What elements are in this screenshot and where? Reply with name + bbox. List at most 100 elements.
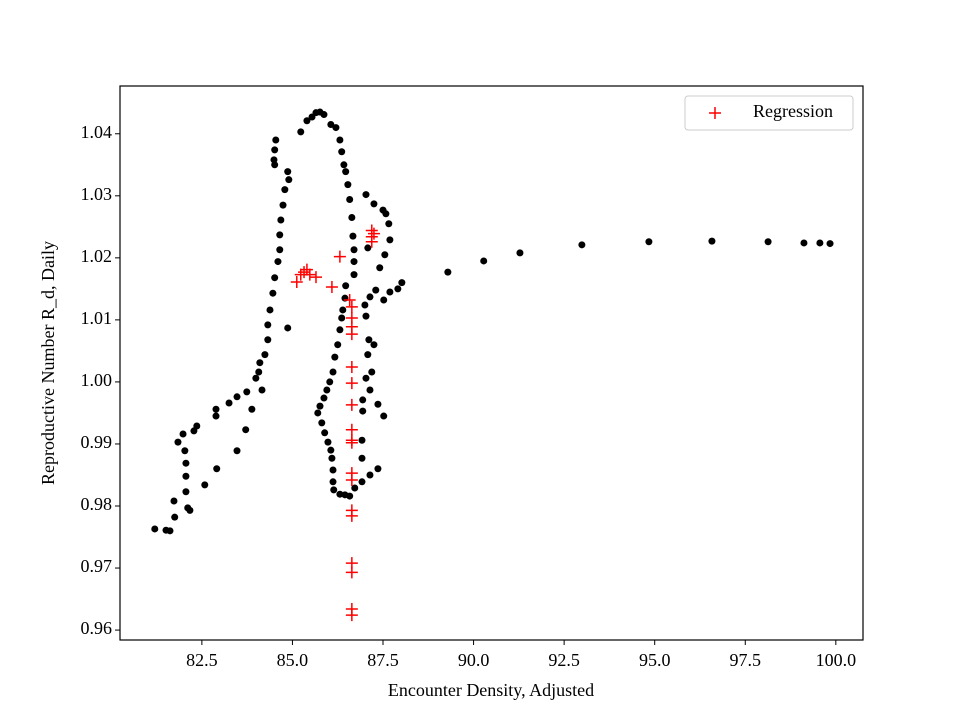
point (182, 488, 190, 496)
point (358, 454, 366, 462)
point (233, 393, 241, 401)
point (151, 525, 159, 533)
point (345, 328, 358, 341)
point (350, 258, 358, 266)
point (345, 398, 358, 411)
point (444, 268, 452, 276)
point (264, 336, 272, 344)
x-tick-label: 97.5 (730, 650, 762, 670)
point (480, 257, 488, 265)
point (264, 321, 272, 329)
point (366, 293, 374, 301)
point (345, 300, 358, 313)
point (298, 266, 311, 279)
point (386, 288, 394, 296)
point (303, 117, 311, 125)
point (364, 351, 372, 359)
point (394, 285, 402, 293)
point (303, 268, 316, 281)
point (343, 294, 356, 307)
point (346, 492, 354, 500)
point (331, 353, 339, 361)
point (350, 271, 358, 279)
point (325, 281, 338, 294)
point (213, 465, 221, 473)
point (342, 282, 350, 290)
legend: Regression (684, 95, 854, 131)
point (342, 168, 350, 176)
point (366, 386, 374, 394)
point (380, 412, 388, 420)
point (256, 359, 264, 367)
point (349, 232, 357, 240)
point (359, 407, 367, 415)
point (361, 301, 369, 309)
point (346, 196, 354, 204)
legend-box (684, 95, 854, 131)
point (212, 405, 220, 413)
x-tick-label: 90.0 (458, 650, 490, 670)
point (193, 422, 201, 430)
point (274, 258, 282, 266)
point (362, 191, 370, 199)
y-tick-label: 1.03 (81, 184, 113, 204)
point (381, 251, 389, 259)
point (345, 423, 358, 436)
point (348, 214, 356, 222)
point (332, 124, 340, 132)
point (366, 471, 374, 479)
point (170, 497, 178, 505)
point (398, 279, 406, 287)
x-tick-label: 87.5 (367, 650, 399, 670)
point (370, 341, 378, 349)
point (338, 148, 346, 156)
point (242, 426, 250, 434)
point (345, 509, 358, 522)
point (284, 168, 292, 176)
y-tick-label: 1.00 (81, 370, 113, 390)
point (359, 396, 367, 404)
point (258, 386, 266, 394)
legend-marker (709, 107, 721, 119)
point (345, 473, 358, 486)
point (345, 566, 358, 579)
point (330, 486, 338, 494)
point (376, 264, 384, 272)
point (334, 341, 342, 349)
point (365, 336, 373, 344)
point (179, 430, 187, 438)
point (323, 386, 331, 394)
point (385, 220, 393, 228)
y-tick-label: 0.96 (81, 618, 113, 638)
point (316, 402, 324, 410)
y-tick-label: 0.98 (81, 494, 113, 514)
point (350, 246, 358, 254)
point (271, 161, 279, 169)
point (362, 374, 370, 382)
point (321, 429, 329, 437)
point (277, 216, 285, 224)
point (271, 274, 279, 282)
point (212, 412, 220, 420)
x-axis-label: Encounter Density, Adjusted (388, 680, 594, 700)
y-tick-label: 1.01 (81, 308, 113, 328)
point (380, 296, 388, 304)
point (374, 400, 382, 408)
point (272, 136, 280, 144)
point (345, 609, 358, 622)
point (386, 236, 394, 244)
point (345, 377, 358, 390)
point (382, 210, 390, 218)
x-tick-label: 95.0 (639, 650, 671, 670)
point (297, 128, 305, 136)
point (326, 378, 334, 386)
point (328, 454, 336, 462)
point (358, 436, 366, 444)
point (182, 459, 190, 467)
point (266, 306, 274, 314)
point (327, 120, 335, 128)
point (261, 351, 269, 359)
point (269, 289, 277, 297)
point (314, 409, 322, 417)
